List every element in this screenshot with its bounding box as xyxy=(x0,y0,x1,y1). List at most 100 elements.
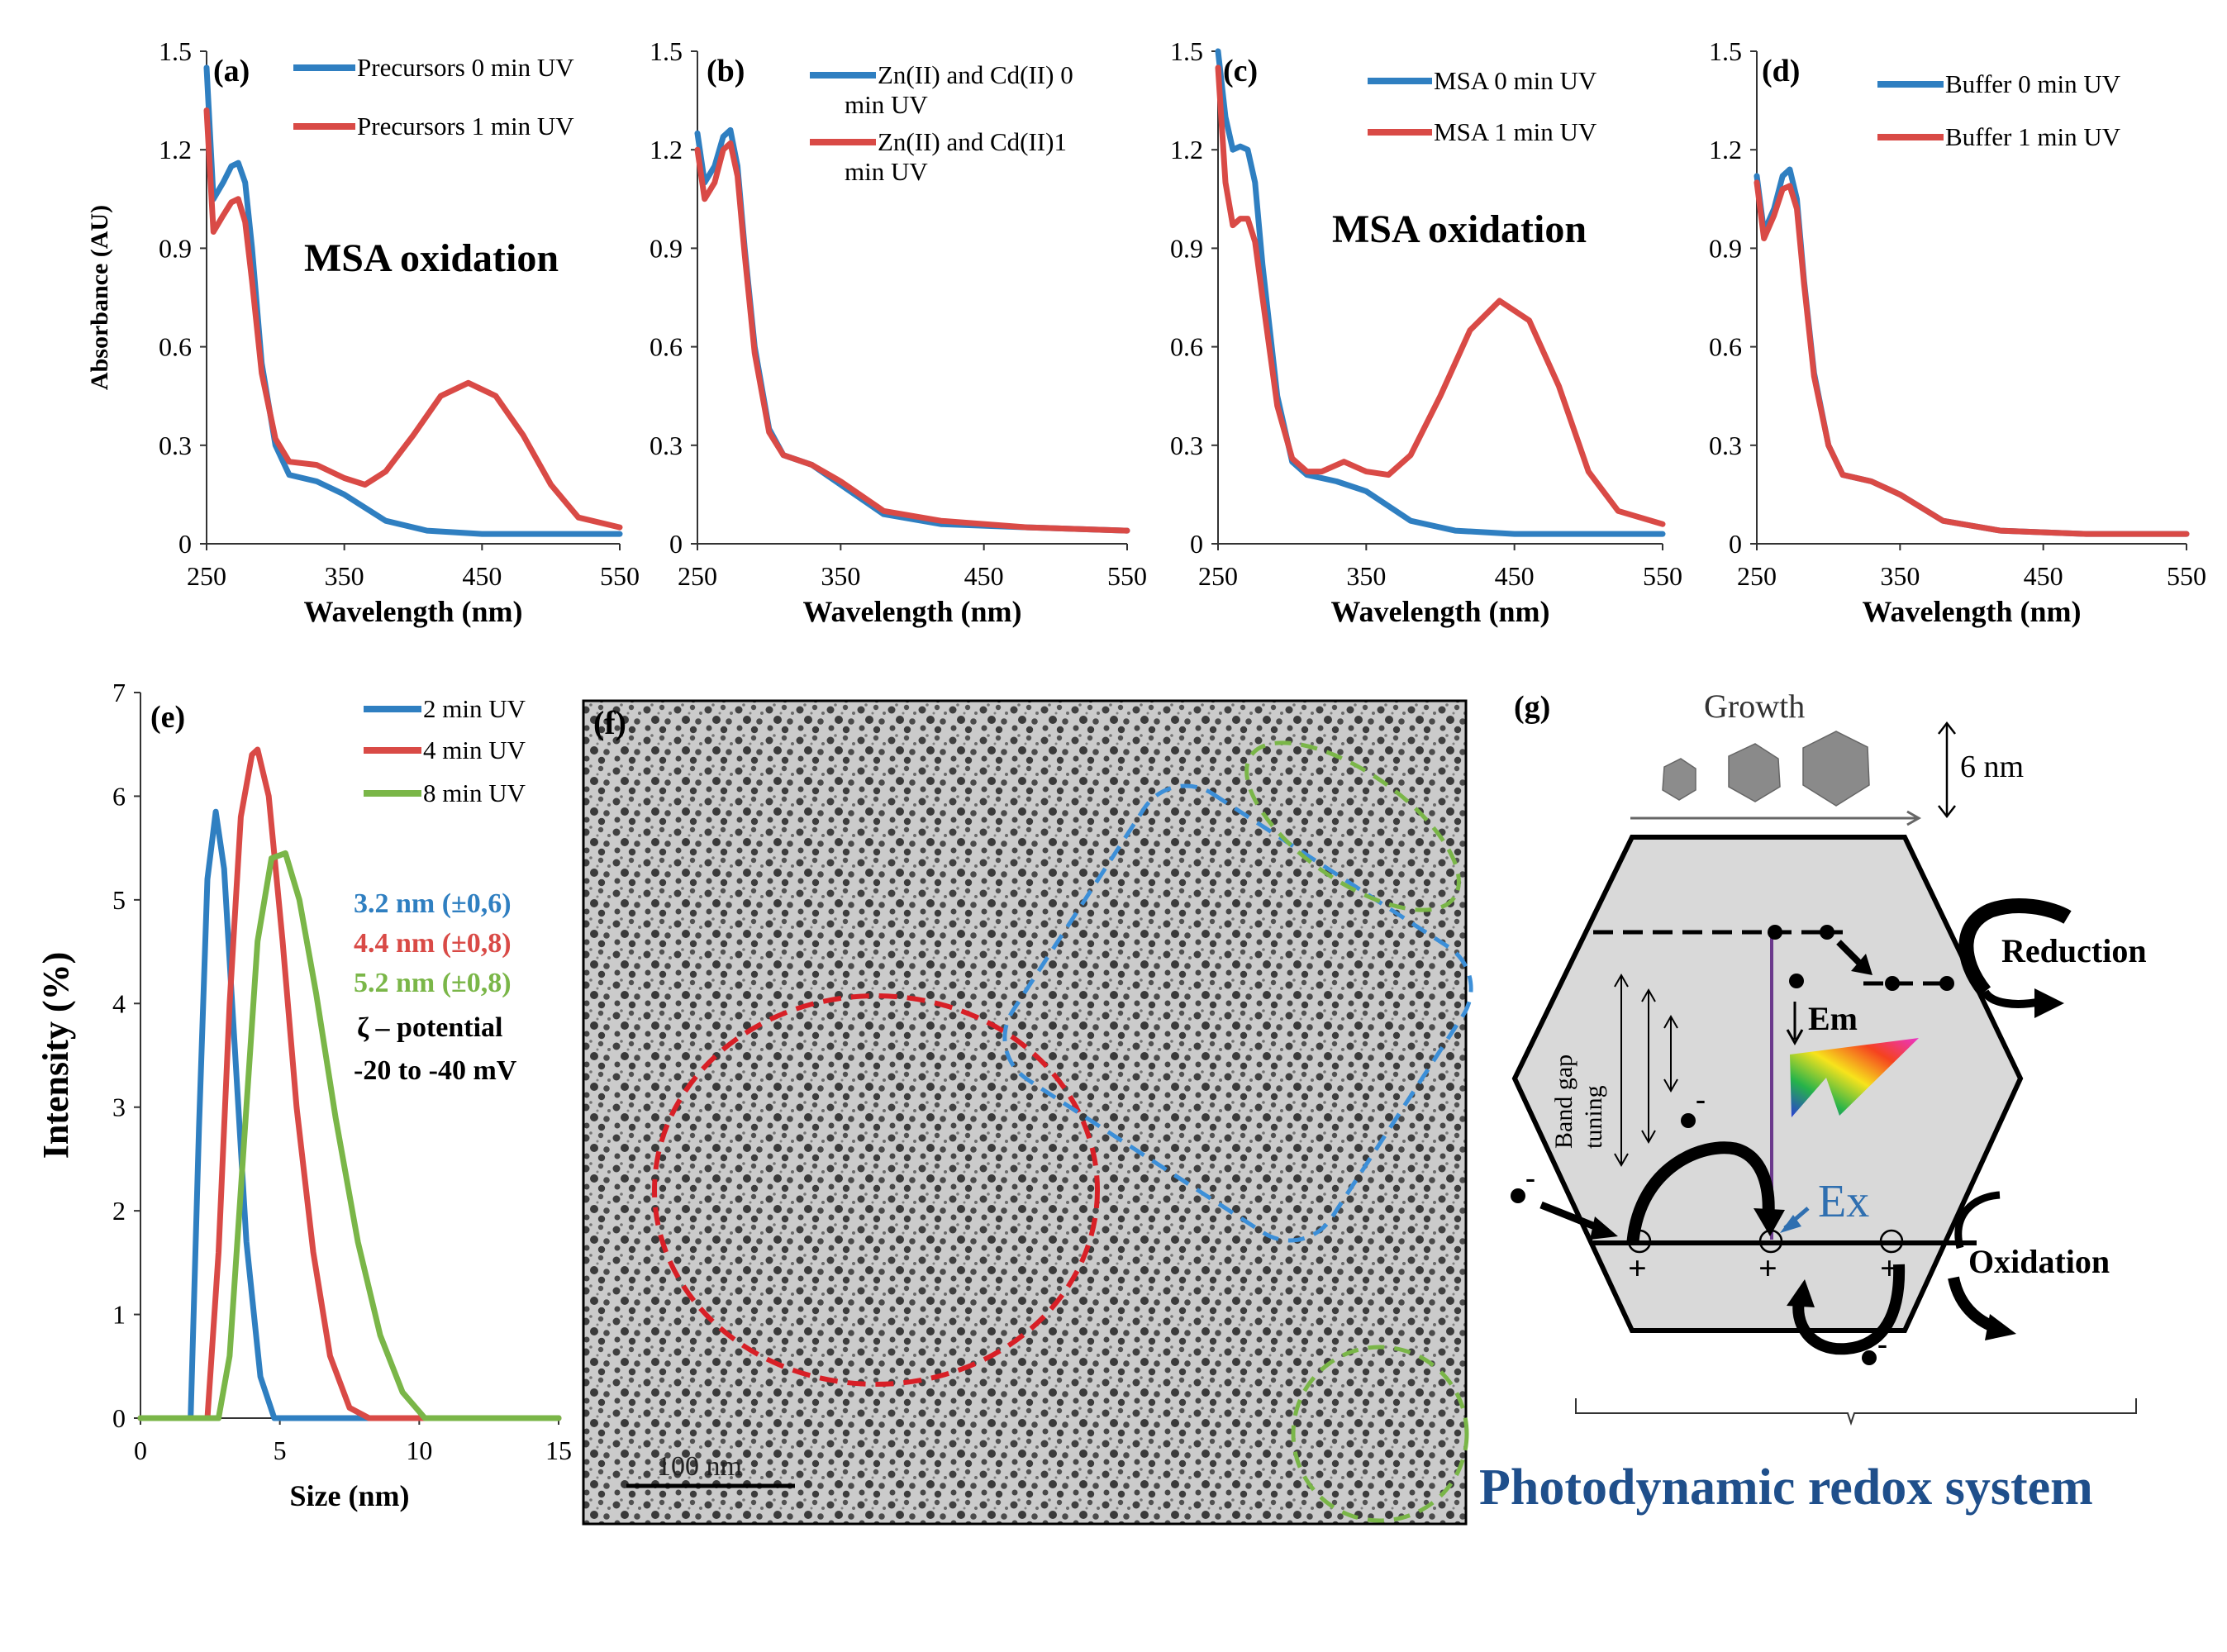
legend-label-d-0: Buffer 0 min UV xyxy=(1945,69,2121,98)
system-bracket xyxy=(1575,1398,2137,1426)
x-tick-label: 350 xyxy=(325,561,364,591)
y-tick-label: 0.3 xyxy=(159,431,192,460)
blue-region-box xyxy=(1002,783,1473,1243)
panel-f-label: (f) xyxy=(593,704,626,741)
electron-dot-5 xyxy=(1789,974,1804,988)
legend-label-line: min UV xyxy=(845,157,928,186)
electron-dot-2 xyxy=(1820,925,1834,940)
oxidation-arrow-top xyxy=(1954,1191,2001,1250)
legend-label-line: min UV xyxy=(845,90,928,119)
electron-dot-1 xyxy=(1768,925,1782,940)
x-axis-label-c: Wavelength (nm) xyxy=(1331,595,1550,628)
y-tick-label: 0 xyxy=(1729,529,1742,559)
panel-label-a: (a) xyxy=(213,54,250,88)
hole-transfer-arrow xyxy=(1626,1141,1775,1242)
x-tick-label: 550 xyxy=(1107,561,1147,591)
electron-dot-7 xyxy=(1511,1188,1525,1203)
legend-label-e-1: 4 min UV xyxy=(423,736,526,764)
x-tick-label: 0 xyxy=(134,1435,147,1465)
x-tick-label: 250 xyxy=(187,561,226,591)
reduction-label: Reduction xyxy=(2001,932,2147,969)
size-annotation-4min: 4.4 nm (±0,8) xyxy=(354,928,512,959)
hole-3 xyxy=(1879,1229,1904,1254)
legend-label-a-1: Precursors 1 min UV xyxy=(357,112,574,140)
electron-dot-4 xyxy=(1939,976,1954,991)
x-tick-label: 550 xyxy=(1643,561,1682,591)
panel-c: 0 0.3 0.6 0.9 1.2 1.5 250 350 450 550 Wavelength (… xyxy=(1170,36,1682,628)
reduction-arrow-top xyxy=(1958,898,2072,997)
y-tick-label: 7 xyxy=(112,678,126,707)
y-tick-label: 0.9 xyxy=(1709,233,1742,263)
y-tick-label: 0.6 xyxy=(159,332,192,362)
legend-label-b-0: Zn(II) and Cd(II) 0 min UV xyxy=(845,60,1073,119)
nanocrystal-small xyxy=(1662,758,1696,801)
tem-border xyxy=(582,699,1468,1526)
series-line-c-1 xyxy=(1215,64,1666,527)
annotation-c: MSA oxidation xyxy=(1332,207,1587,251)
x-tick-label: 350 xyxy=(1880,561,1920,591)
growth-arrow-head xyxy=(1906,810,1922,826)
tem-image xyxy=(582,699,1468,1526)
size-label: 6 nm xyxy=(1960,750,2024,784)
panel-b: 0 0.3 0.6 0.9 1.2 1.5 250 350 450 550 Wavelength (… xyxy=(650,36,1147,628)
x-axis-label-a: Wavelength (nm) xyxy=(304,595,523,628)
x-tick-label: 350 xyxy=(821,561,860,591)
oxidation-label: Oxidation xyxy=(1968,1243,2110,1280)
electron-dot-8 xyxy=(1862,1350,1877,1365)
y-tick-label: 5 xyxy=(112,885,126,915)
green-region-ellipse-top xyxy=(1244,740,1461,912)
panel-e: 0 1 2 3 4 5 6 7 0 5 10 15 Size (nm) Intensity (%) (e) 2… xyxy=(36,678,572,1512)
emission-rainbow-icon xyxy=(1790,1038,1919,1117)
y-tick-label: 1.2 xyxy=(1709,135,1742,164)
zeta-potential-range: -20 to -40 mV xyxy=(354,1055,517,1086)
size-annotation-8min: 5.2 nm (±0,8) xyxy=(354,968,512,998)
reduction-arrow-tail xyxy=(1981,989,2042,1008)
electron-dot-6 xyxy=(1681,1113,1696,1128)
x-tick-label: 10 xyxy=(406,1435,432,1465)
electron-transfer-head xyxy=(1851,954,1872,975)
legend-label-b-1: Zn(II) and Cd(II)1 min UV xyxy=(845,127,1067,186)
y-tick-label: 1.5 xyxy=(159,36,192,66)
nanocrystal-medium xyxy=(1728,743,1781,802)
y-tick-label: 0.3 xyxy=(650,431,683,460)
legend-label-line: Zn(II) and Cd(II) 0 xyxy=(878,60,1073,89)
oxidation-return-arrow xyxy=(1792,1264,1906,1355)
y-tick-label: 2 xyxy=(112,1196,126,1226)
panel-label-b: (b) xyxy=(707,54,745,88)
reduction-arrow-head xyxy=(2034,988,2064,1018)
y-tick-label: 0.3 xyxy=(1709,431,1742,460)
series-line-e-1 xyxy=(137,746,562,1421)
panel-label-c: (c) xyxy=(1223,54,1258,88)
panel-g-label: (g) xyxy=(1514,690,1550,725)
y-tick-label: 4 xyxy=(112,988,126,1018)
plus-2: + xyxy=(1758,1250,1777,1287)
series-line-a-0 xyxy=(203,64,623,537)
hole-transfer-arrow-head xyxy=(1754,1208,1785,1236)
y-tick-label: 1.2 xyxy=(1170,135,1203,164)
y-tick-label: 3 xyxy=(112,1093,126,1122)
green-region-circle-bottom xyxy=(1291,1345,1469,1523)
hole-2 xyxy=(1758,1229,1783,1254)
legend-label-c-0: MSA 0 min UV xyxy=(1434,66,1597,95)
legend-label-c-1: MSA 1 min UV xyxy=(1434,117,1597,146)
electron-charge-2: - xyxy=(1525,1161,1535,1194)
excitation-label: Ex xyxy=(1818,1176,1869,1227)
y-tick-label: 1.2 xyxy=(159,135,192,164)
panel-f: (f) 100 nm xyxy=(582,699,1473,1526)
size-annotation-2min: 3.2 nm (±0,6) xyxy=(354,888,512,919)
y-tick-label: 0.3 xyxy=(1170,431,1203,460)
electron-charge-1: - xyxy=(1696,1083,1706,1116)
x-tick-label: 450 xyxy=(1495,561,1535,591)
series-line-a-1 xyxy=(203,107,623,531)
series-line-e-2 xyxy=(137,850,562,1421)
y-tick-label: 0 xyxy=(178,529,192,559)
panel-e-annotations: 3.2 nm (±0,6) 4.4 nm (±0,8) 5.2 nm (±0,8… xyxy=(354,888,517,1086)
nanocrystal-large xyxy=(1802,731,1870,807)
annotation-a: MSA oxidation xyxy=(304,236,559,280)
y-tick-label: 1.2 xyxy=(650,135,683,164)
plus-1: + xyxy=(1628,1250,1647,1287)
y-tick-label: 0 xyxy=(1190,529,1203,559)
